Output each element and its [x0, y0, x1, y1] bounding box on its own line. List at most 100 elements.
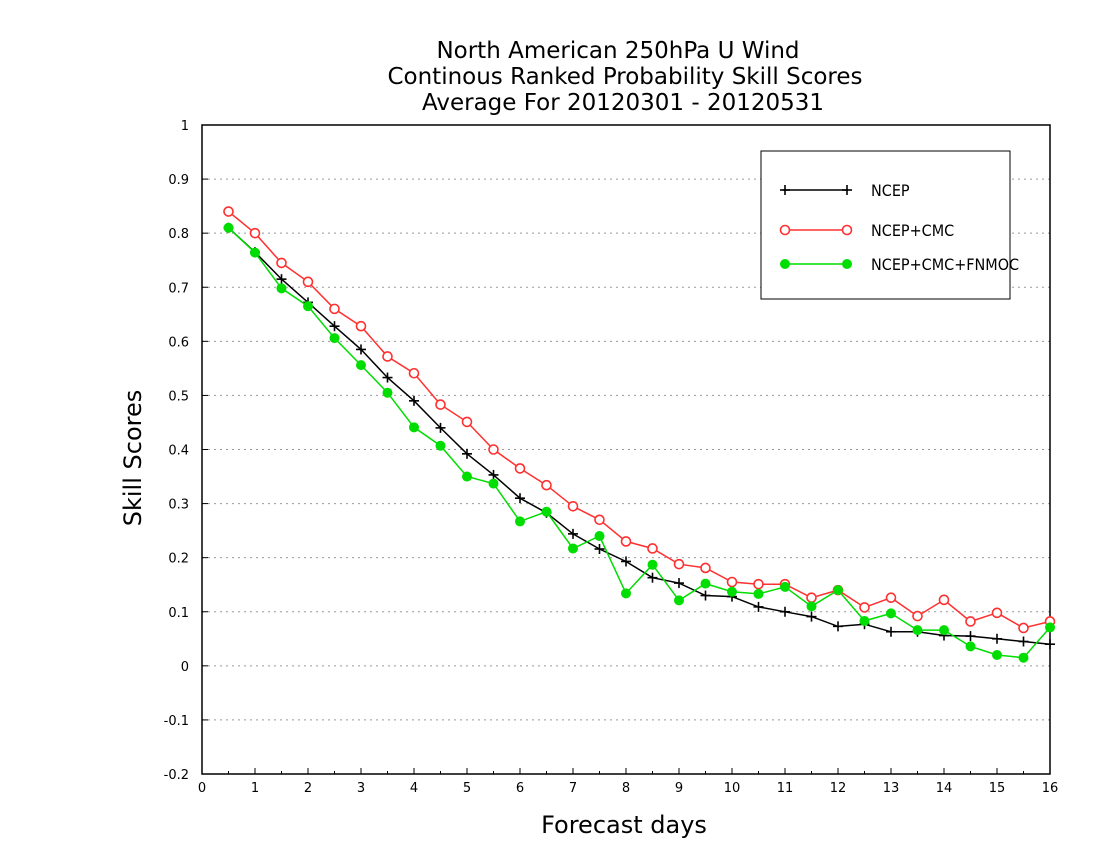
x-tick-label: 14 [936, 781, 953, 796]
y-tick-label: 0.5 [168, 389, 189, 404]
x-tick-label: 9 [675, 781, 683, 796]
data-point [302, 276, 314, 288]
data-point [726, 576, 738, 588]
x-tick-label: 13 [883, 781, 900, 796]
chart-title: North American 250hPa U Wind Continous R… [387, 38, 862, 116]
data-point [700, 590, 711, 601]
data-point [673, 558, 685, 570]
y-tick-label: 0.6 [168, 335, 189, 350]
data-point [303, 301, 313, 312]
data-point [1045, 622, 1055, 633]
series-ncep-cmc-fnmoc [223, 222, 1055, 663]
data-point [912, 610, 923, 622]
legend-marker [842, 185, 852, 195]
legend-label: NCEP+CMC [871, 221, 954, 240]
y-tick-label: 0.9 [168, 173, 189, 188]
legend-marker [842, 259, 852, 269]
data-point [1018, 652, 1029, 663]
data-point [276, 257, 287, 269]
data-point [223, 222, 234, 233]
data-point [700, 562, 711, 574]
y-tick-label: -0.1 [164, 714, 189, 729]
x-tick-label: 2 [304, 781, 312, 796]
data-point [912, 625, 923, 636]
data-point [753, 588, 764, 599]
data-point [833, 621, 843, 632]
data-point [249, 227, 261, 239]
x-tick-label: 6 [516, 781, 524, 796]
data-point [647, 543, 658, 554]
data-point [700, 578, 711, 589]
data-point [355, 320, 367, 332]
data-point [276, 274, 287, 285]
data-point [965, 616, 976, 627]
data-point [859, 602, 870, 613]
data-point [806, 601, 817, 612]
y-tick-label: 0 [181, 660, 189, 675]
legend-label: NCEP+CMC+FNMOC [871, 255, 1019, 274]
data-point [833, 585, 843, 596]
data-point [753, 578, 764, 590]
data-point [250, 247, 260, 258]
data-point [806, 592, 817, 603]
data-point [1045, 639, 1055, 650]
y-tick-label: 0.3 [168, 498, 189, 513]
series-ncep-cmc [223, 206, 1056, 634]
data-series [223, 206, 1056, 663]
y-axis-label: Skill Scores [119, 390, 147, 527]
data-point [806, 611, 817, 622]
data-point [462, 448, 472, 459]
title-line-1: North American 250hPa U Wind [436, 38, 799, 64]
data-point [488, 444, 499, 455]
data-point [965, 641, 976, 652]
x-tick-label: 1 [251, 781, 259, 796]
data-point [991, 607, 1003, 619]
data-point [621, 588, 631, 599]
data-point [939, 625, 949, 636]
data-point [621, 556, 631, 567]
legend-marker [780, 185, 790, 195]
legend-marker [779, 224, 791, 236]
data-point [435, 422, 446, 433]
legend-marker [780, 259, 790, 269]
x-tick-label: 12 [830, 781, 847, 796]
legend-box [760, 150, 1011, 300]
x-axis-label: Forecast days [541, 811, 707, 839]
data-point [382, 351, 393, 362]
x-tick-label: 3 [357, 781, 365, 796]
data-point [674, 595, 684, 606]
data-point [594, 514, 605, 526]
data-point [488, 469, 499, 480]
data-point [356, 344, 366, 355]
data-point [568, 528, 578, 539]
y-tick-label: 1 [181, 119, 189, 134]
data-point [753, 601, 764, 612]
data-point [223, 206, 234, 217]
y-tick-label: 0.1 [168, 606, 189, 621]
data-point [541, 479, 552, 491]
data-point [488, 478, 499, 489]
y-axis-ticks: -0.2 -0.1 0 0.1 0.2 0.3 0.4 0.5 0.6 0.7 0.8 0.9 1 [164, 119, 208, 783]
y-tick-label: 0.2 [168, 552, 189, 567]
data-point [356, 360, 366, 371]
data-point [515, 516, 525, 527]
y-tick-label: 0.8 [168, 227, 189, 242]
title-line-3: Average For 20120301 - 20120531 [422, 90, 824, 116]
data-point [567, 500, 579, 512]
x-tick-label: 0 [198, 781, 206, 796]
legend-marker [841, 224, 853, 236]
data-point [647, 559, 658, 570]
data-point [329, 333, 340, 344]
data-point [886, 608, 896, 619]
data-point [1018, 636, 1029, 647]
data-point [435, 399, 446, 410]
data-point [409, 422, 419, 433]
data-point [276, 283, 287, 294]
legend-label: NCEP [871, 181, 910, 200]
data-point [382, 387, 393, 398]
data-point [461, 416, 473, 428]
y-tick-label: 0.7 [168, 281, 189, 296]
data-point [620, 536, 632, 547]
data-point [992, 633, 1002, 644]
